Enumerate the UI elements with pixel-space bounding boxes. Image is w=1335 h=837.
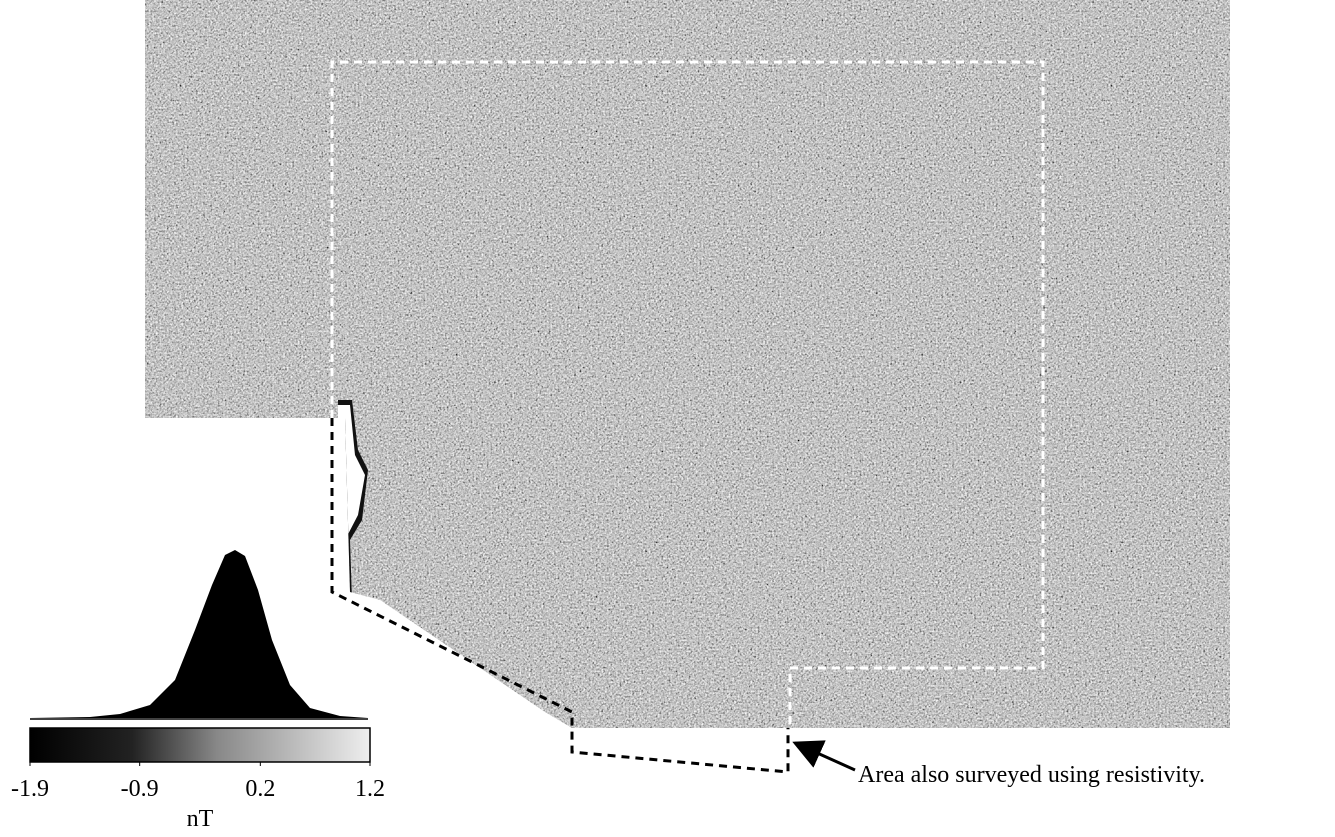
- resistivity-outline: [330, 418, 790, 774]
- tick-label: 1.2: [355, 776, 385, 802]
- colorbar: [29, 727, 371, 763]
- tick-label: -0.9: [121, 776, 159, 802]
- colorbar-unit: nT: [187, 806, 214, 832]
- magnetometry-data: [145, 0, 1230, 728]
- resistivity-outline: [330, 60, 1045, 728]
- tick-label: -1.9: [11, 776, 49, 802]
- tick-label: 0.2: [245, 776, 275, 802]
- arrow: [792, 740, 856, 772]
- survey-image: [145, 0, 1230, 728]
- histogram: [30, 550, 368, 718]
- annotation: Area also surveyed using resistivity.: [858, 762, 1205, 788]
